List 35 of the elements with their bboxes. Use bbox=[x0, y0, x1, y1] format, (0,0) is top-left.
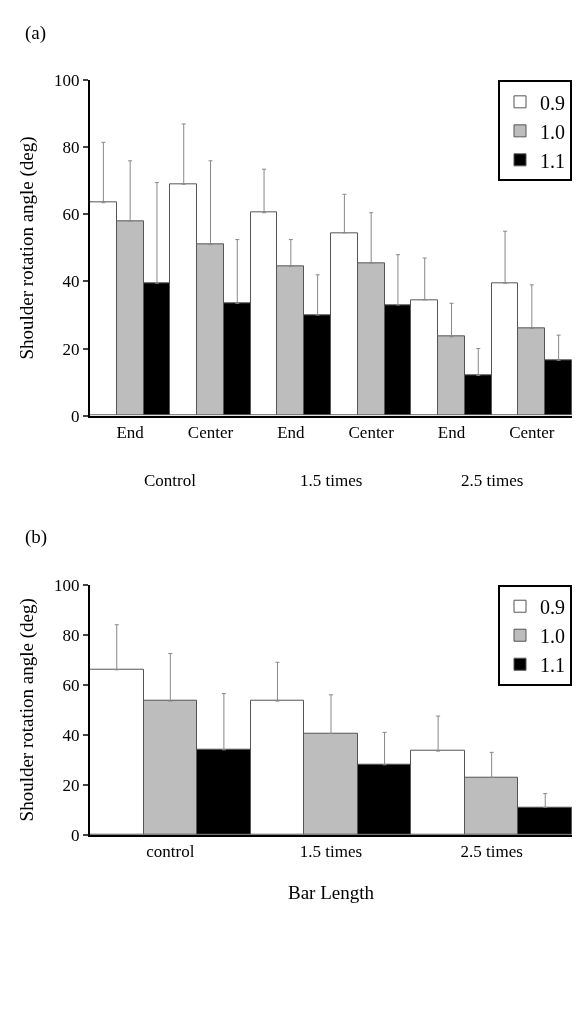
legend-label: 1.1 bbox=[540, 654, 565, 677]
y-tick-label: 20 bbox=[62, 339, 80, 359]
y-tick-label: 80 bbox=[62, 625, 80, 645]
y-axis-title: Shoulder rotation angle (deg) bbox=[16, 136, 39, 360]
x-axis-title: Bar Length bbox=[287, 881, 375, 903]
y-axis-title: Shoulder rotation angle (deg) bbox=[16, 598, 39, 822]
y-tick-label: 20 bbox=[62, 775, 80, 795]
x-tick-label: 1.5 times bbox=[299, 842, 363, 862]
legend-label: 0.9 bbox=[540, 596, 565, 619]
y-tick-label: 100 bbox=[54, 575, 80, 595]
y-tick-label: 60 bbox=[62, 205, 80, 225]
y-tick-label: 40 bbox=[62, 725, 80, 745]
chart-title: (a) bbox=[25, 22, 47, 44]
x-tick-label: Center bbox=[187, 423, 234, 442]
x-tick-label: End bbox=[277, 423, 306, 442]
y-tick-label: 60 bbox=[62, 675, 80, 695]
x-tick-label: control bbox=[146, 842, 195, 862]
x-tick-label: Center bbox=[348, 423, 395, 442]
text: Control bbox=[144, 471, 197, 490]
y-tick-label: 100 bbox=[54, 71, 80, 91]
text: 2.5 times bbox=[461, 471, 524, 490]
legend-label: 1.0 bbox=[540, 120, 565, 143]
y-tick-label: 0 bbox=[71, 406, 80, 426]
x-tick-label: Center bbox=[509, 423, 555, 442]
legend-label: 1.1 bbox=[540, 149, 565, 172]
y-tick-label: 40 bbox=[62, 272, 80, 292]
x-tick-label: End bbox=[437, 423, 466, 442]
legend-label: 1.0 bbox=[540, 625, 565, 648]
y-tick-label: 80 bbox=[62, 138, 80, 158]
text: 1.5 times bbox=[300, 471, 363, 490]
x-tick-label: 2.5 times bbox=[460, 842, 523, 862]
y-tick-label: 0 bbox=[71, 825, 80, 845]
chart-title: (b) bbox=[25, 526, 48, 548]
x-tick-label: End bbox=[116, 423, 145, 442]
legend-label: 0.9 bbox=[540, 91, 565, 114]
